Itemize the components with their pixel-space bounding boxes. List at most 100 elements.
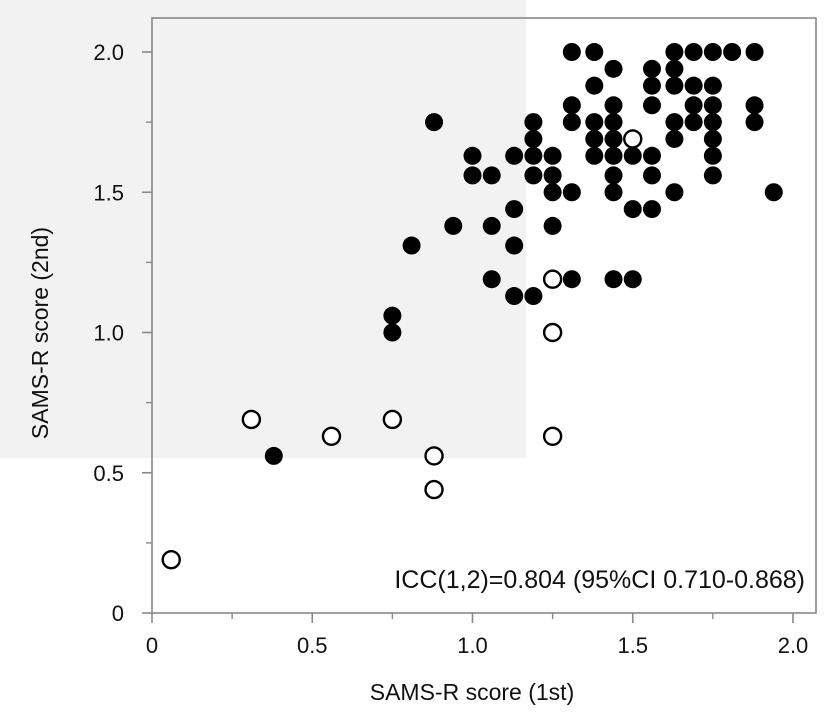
filled-data-point	[604, 113, 623, 132]
filled-data-point	[463, 146, 482, 165]
filled-data-point	[425, 113, 444, 132]
filled-data-point	[543, 216, 562, 235]
axes: 0 0.5 1.0 1.5 2.0 0 0.5 1.0 1.5 2.0	[93, 17, 817, 658]
filled-data-point	[604, 96, 623, 115]
open-data-point	[424, 446, 444, 466]
filled-data-point	[745, 96, 764, 115]
open-data-point	[542, 269, 563, 289]
filled-data-point	[642, 76, 661, 95]
open-data-point	[623, 129, 643, 149]
filled-data-point	[684, 96, 703, 115]
filled-data-point	[383, 323, 402, 342]
filled-data-point	[604, 166, 623, 185]
open-data-point	[424, 479, 444, 500]
filled-data-point	[562, 113, 581, 132]
filled-data-point	[505, 146, 524, 165]
filled-data-point	[665, 43, 684, 61]
filled-data-point	[543, 183, 562, 202]
y-tick-label: 0	[112, 601, 124, 626]
filled-data-point	[562, 43, 581, 61]
filled-data-point	[524, 129, 543, 148]
filled-data-point	[585, 76, 604, 95]
filled-data-point	[703, 96, 722, 115]
filled-data-point	[585, 146, 604, 165]
filled-data-point	[623, 200, 642, 219]
y-axis-title: SAMS-R score (2nd)	[27, 227, 53, 439]
x-tick-label: 1.5	[617, 633, 648, 658]
filled-data-point	[524, 166, 543, 185]
filled-data-point	[665, 59, 684, 78]
filled-data-point	[642, 96, 661, 115]
y-tick-label: 1.0	[93, 321, 124, 346]
filled-data-point	[543, 146, 562, 165]
filled-data-point	[703, 146, 722, 165]
filled-data-point	[562, 183, 581, 202]
filled-data-point	[665, 76, 684, 95]
x-axis-title: SAMS-R score (1st)	[370, 679, 574, 705]
filled-data-point	[703, 129, 722, 148]
filled-data-point	[604, 59, 623, 78]
open-data-point	[161, 550, 181, 570]
x-tick-label: 0.5	[297, 633, 328, 658]
x-tick-label: 2.0	[778, 633, 809, 658]
filled-data-point	[703, 76, 722, 95]
filled-data-point	[562, 270, 581, 289]
filled-data-point	[604, 129, 623, 148]
filled-data-point	[444, 216, 463, 235]
filled-data-point	[482, 270, 501, 289]
filled-data-point	[764, 183, 783, 202]
filled-data-point	[524, 287, 543, 306]
data-points	[161, 43, 783, 570]
filled-data-point	[665, 129, 684, 148]
filled-data-point	[745, 113, 764, 132]
filled-data-point	[604, 146, 623, 165]
open-data-point	[542, 322, 563, 343]
filled-data-point	[642, 166, 661, 185]
filled-data-point	[642, 59, 661, 78]
filled-data-point	[585, 129, 604, 148]
filled-data-point	[745, 43, 764, 61]
filled-data-point	[402, 236, 421, 255]
filled-data-point	[684, 43, 703, 61]
filled-data-point	[524, 146, 543, 165]
filled-data-point	[623, 146, 642, 165]
icc-annotation: ICC(1,2)=0.804 (95%CI 0.710-0.868)	[394, 566, 805, 594]
filled-data-point	[703, 43, 722, 61]
filled-data-point	[383, 306, 402, 325]
x-tick-label: 0	[146, 633, 158, 658]
filled-data-point	[642, 146, 661, 165]
y-tick-label: 2.0	[93, 40, 124, 65]
filled-data-point	[684, 76, 703, 95]
filled-data-point	[723, 43, 742, 61]
filled-data-point	[482, 216, 501, 235]
filled-data-point	[604, 183, 623, 202]
open-data-point	[241, 409, 262, 430]
filled-data-point	[524, 113, 543, 132]
filled-data-point	[665, 113, 684, 132]
filled-data-point	[604, 270, 623, 289]
y-tick-label: 1.5	[93, 180, 124, 205]
filled-data-point	[505, 236, 524, 255]
filled-data-point	[684, 113, 703, 132]
open-data-point	[321, 426, 342, 446]
filled-data-point	[665, 183, 684, 202]
filled-data-point	[703, 166, 722, 185]
filled-data-point	[482, 166, 501, 185]
filled-data-point	[264, 446, 283, 465]
x-tick-label: 1.0	[457, 633, 488, 658]
filled-data-point	[562, 96, 581, 115]
filled-data-point	[585, 113, 604, 132]
filled-data-point	[505, 287, 524, 306]
open-data-point	[542, 426, 563, 446]
plot-frame	[151, 17, 817, 614]
y-tick-label: 0.5	[93, 461, 124, 486]
filled-data-point	[543, 166, 562, 185]
filled-data-point	[642, 200, 661, 219]
filled-data-point	[463, 166, 482, 185]
open-data-point	[382, 409, 403, 430]
filled-data-point	[703, 113, 722, 132]
filled-data-point	[585, 43, 604, 61]
filled-data-point	[505, 200, 524, 219]
filled-data-point	[623, 270, 642, 289]
